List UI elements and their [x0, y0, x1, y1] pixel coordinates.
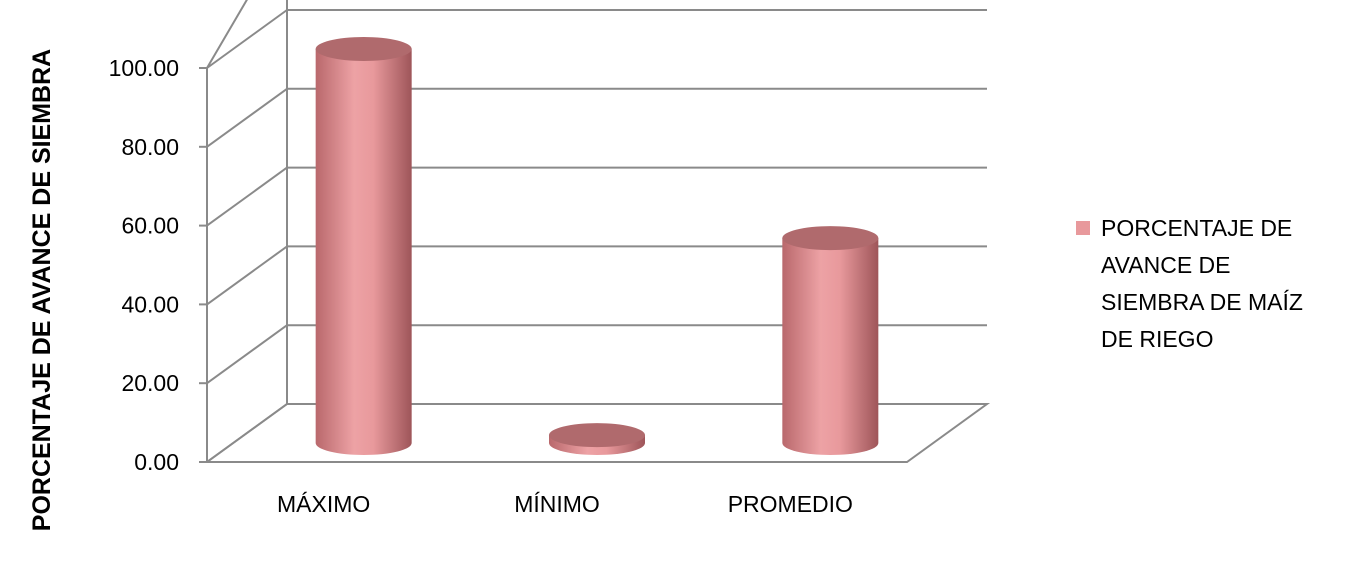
bar-body [782, 238, 879, 455]
bar-top [549, 423, 645, 448]
bar-promedio [782, 226, 879, 455]
x-axis-categories: MÁXIMO MÍNIMO PROMEDIO [277, 491, 853, 517]
bar-layer [315, 37, 879, 455]
legend-line-1: PORCENTAJE DE [1101, 215, 1292, 241]
y-axis-ticks: 0.00 20.00 40.00 60.00 80.00 100.00 [109, 55, 179, 475]
y-tick-label: 100.00 [109, 55, 179, 81]
legend-line-4: DE RIEGO [1101, 326, 1213, 352]
legend-line-3: SIEMBRA DE MAÍZ [1101, 289, 1303, 315]
bar-body [315, 49, 412, 455]
legend: PORCENTAJE DE AVANCE DE SIEMBRA DE MAÍZ … [1076, 215, 1309, 352]
bar-top [782, 226, 879, 251]
x-category-label: MÁXIMO [277, 491, 370, 517]
legend-line-2: AVANCE DE [1101, 252, 1231, 278]
gridline-side [206, 245, 288, 306]
bar-máximo [315, 37, 412, 455]
gridline-side [206, 9, 288, 69]
y-tick-label: 0.00 [134, 449, 179, 475]
y-axis-label: PORCENTAJE DE AVANCE DE SIEMBRA [28, 49, 56, 531]
gridline-side-top [206, 0, 248, 69]
bar-top [315, 37, 412, 61]
gridline-side [206, 166, 288, 227]
x-category-label: PROMEDIO [728, 491, 853, 517]
legend-entry: PORCENTAJE DE AVANCE DE SIEMBRA DE MAÍZ … [1101, 215, 1309, 352]
legend-swatch [1076, 221, 1090, 235]
y-tick-label: 60.00 [121, 213, 179, 239]
y-tick-label: 40.00 [121, 291, 179, 317]
gridline-side [206, 324, 288, 385]
bar-mínimo [549, 423, 645, 455]
y-tick-label: 80.00 [121, 134, 179, 160]
floor [203, 403, 991, 463]
y-tick-label: 20.00 [121, 370, 179, 396]
gridline-side [206, 87, 288, 148]
x-category-label: MÍNIMO [514, 491, 600, 517]
